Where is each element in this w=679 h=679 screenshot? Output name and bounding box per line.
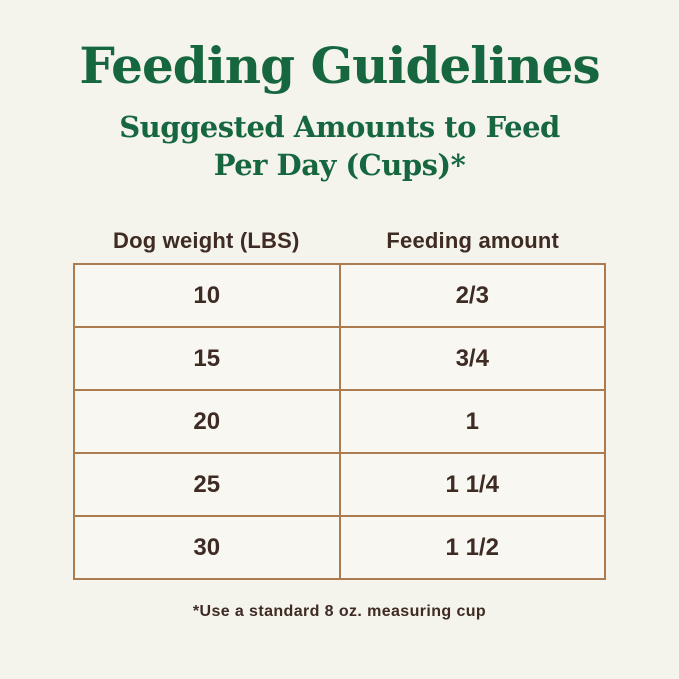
column-header-feeding-amount: Feeding amount bbox=[386, 228, 560, 254]
dog-weight-cell: 15 bbox=[73, 326, 341, 392]
feeding-table: 10 2/3 15 3/4 20 1 25 1 1/4 30 1 1/2 bbox=[73, 263, 606, 581]
dog-weight-cell: 25 bbox=[73, 452, 341, 518]
page-title: Feeding Guidelines bbox=[79, 36, 600, 95]
feeding-amount-cell: 3/4 bbox=[338, 326, 606, 392]
table-row: 15 3/4 bbox=[73, 326, 606, 392]
subtitle-line-1: Suggested Amounts to Feed bbox=[119, 110, 560, 144]
table-row: 20 1 bbox=[73, 389, 606, 455]
page-subtitle: Suggested Amounts to Feed Per Day (Cups)… bbox=[0, 109, 679, 184]
column-header-dog-weight: Dog weight (LBS) bbox=[112, 228, 300, 254]
table-row: 30 1 1/2 bbox=[73, 515, 606, 581]
measuring-cup-footnote: *Use a standard 8 oz. measuring cup bbox=[192, 603, 487, 621]
dog-weight-cell: 20 bbox=[73, 389, 341, 455]
table-column-headers: Dog weight (LBS) Feeding amount bbox=[73, 228, 606, 254]
feeding-table-section: Dog weight (LBS) Feeding amount 10 2/3 1… bbox=[73, 228, 606, 581]
table-row: 25 1 1/4 bbox=[73, 452, 606, 518]
dog-weight-cell: 30 bbox=[73, 515, 341, 581]
feeding-amount-cell: 1 bbox=[338, 389, 606, 455]
dog-weight-cell: 10 bbox=[73, 263, 341, 329]
feeding-amount-cell: 1 1/2 bbox=[338, 515, 606, 581]
feeding-amount-cell: 1 1/4 bbox=[338, 452, 606, 518]
table-row: 10 2/3 bbox=[73, 263, 606, 329]
feeding-amount-cell: 2/3 bbox=[338, 263, 606, 329]
feeding-table-body: 10 2/3 15 3/4 20 1 25 1 1/4 30 1 1/2 bbox=[73, 263, 606, 581]
subtitle-line-2: Per Day (Cups)* bbox=[213, 147, 466, 182]
